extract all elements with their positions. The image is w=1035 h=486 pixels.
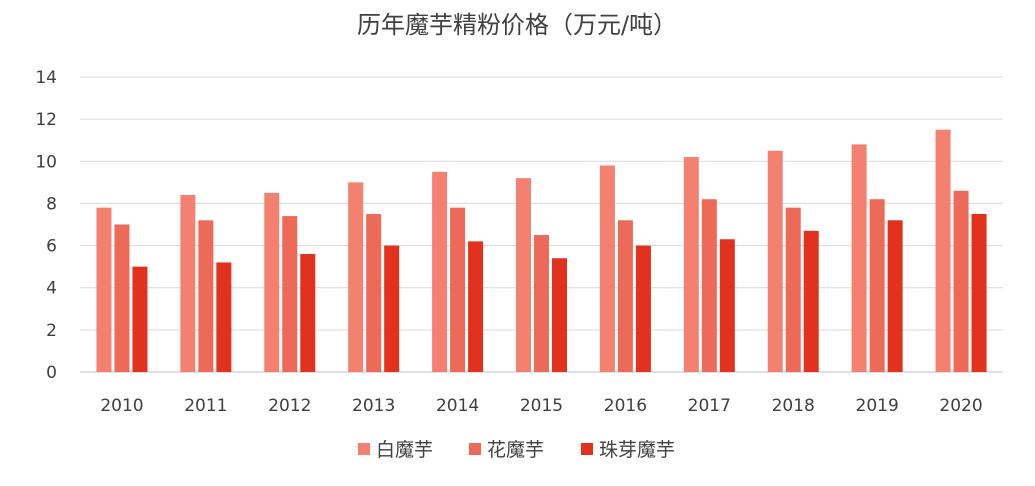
bar-2-2013	[384, 245, 400, 372]
x-tick-label: 2011	[184, 396, 227, 416]
x-tick-label: 2014	[436, 396, 479, 416]
chart-title: 历年魔芋精粉价格（万元/吨）	[357, 11, 677, 39]
bar-0-2019	[851, 144, 867, 372]
bar-0-2015	[516, 178, 531, 372]
y-tick-label: 4	[46, 279, 57, 299]
y-tick-label: 0	[46, 363, 57, 383]
x-tick-label: 2017	[688, 396, 731, 416]
bar-1-2013	[366, 213, 382, 372]
x-tick-label: 2019	[856, 396, 899, 416]
bar-1-2018	[785, 207, 801, 372]
bar-1-2014	[450, 207, 466, 372]
legend-label: 白魔芋	[376, 439, 433, 461]
legend-swatch	[358, 443, 370, 455]
x-tick-label: 2012	[268, 396, 311, 416]
bar-2-2014	[468, 241, 484, 372]
bar-1-2015	[534, 235, 549, 372]
bar-0-2012	[264, 192, 280, 372]
bar-1-2017	[701, 199, 717, 372]
x-tick-label: 2015	[520, 396, 563, 416]
bar-0-2014	[432, 171, 448, 372]
bars	[96, 129, 987, 372]
bar-2-2011	[216, 262, 232, 372]
y-tick-label: 14	[35, 68, 57, 88]
bar-0-2013	[348, 182, 364, 372]
bar-2-2018	[803, 230, 819, 372]
bar-0-2018	[767, 150, 783, 372]
bar-2-2010	[132, 266, 148, 372]
legend-swatch	[581, 443, 593, 455]
bar-0-2016	[599, 165, 615, 372]
y-axis-ticks: 0 2 4 6 8 10 12 14	[35, 68, 57, 383]
bar-1-2010	[114, 224, 130, 372]
y-tick-label: 12	[35, 110, 57, 130]
x-tick-label: 2020	[939, 396, 982, 416]
bar-2-2019	[887, 220, 903, 372]
y-tick-label: 2	[46, 321, 57, 341]
legend: 白魔芋 花魔芋 珠芽魔芋	[358, 439, 675, 461]
x-tick-label: 2013	[352, 396, 395, 416]
bar-2-2015	[552, 258, 567, 372]
bar-2-2016	[635, 245, 651, 372]
bar-2-2017	[719, 239, 735, 372]
bar-0-2011	[180, 195, 196, 372]
legend-swatch	[469, 443, 481, 455]
y-tick-label: 6	[46, 237, 57, 257]
bar-1-2011	[198, 220, 214, 372]
x-tick-label: 2016	[604, 396, 647, 416]
x-tick-label: 2018	[772, 396, 815, 416]
y-tick-label: 10	[35, 152, 57, 172]
bar-0-2020	[935, 129, 951, 372]
bar-1-2012	[282, 216, 298, 372]
y-tick-label: 8	[46, 194, 57, 214]
bar-1-2019	[869, 199, 885, 372]
bar-0-2017	[683, 157, 699, 372]
legend-label: 珠芽魔芋	[599, 439, 675, 461]
bar-0-2010	[96, 207, 112, 372]
bar-1-2020	[953, 190, 969, 372]
legend-label: 花魔芋	[487, 439, 544, 461]
x-axis-ticks: 2010 2011 2012 2013 2014 2015 2016 2017 2018 2019…	[100, 396, 982, 416]
bar-2-2020	[971, 213, 987, 372]
bar-1-2016	[617, 220, 633, 372]
bar-2-2012	[300, 254, 316, 372]
x-tick-label: 2010	[100, 396, 143, 416]
